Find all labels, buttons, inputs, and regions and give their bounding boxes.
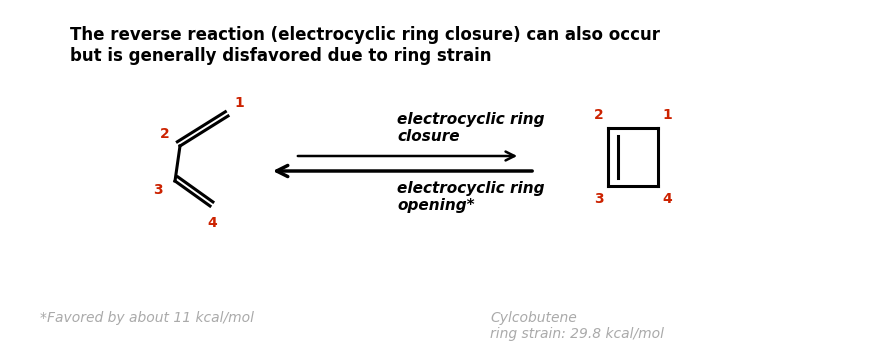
Text: 1: 1 xyxy=(234,96,244,110)
Text: 2: 2 xyxy=(595,108,604,122)
Text: 3: 3 xyxy=(595,192,604,206)
Text: electrocyclic ring
closure: electrocyclic ring closure xyxy=(398,111,545,144)
Text: 2: 2 xyxy=(160,127,170,141)
Text: *Favored by about 11 kcal/mol: *Favored by about 11 kcal/mol xyxy=(40,311,254,325)
Text: Cylcobutene
ring strain: 29.8 kcal/mol: Cylcobutene ring strain: 29.8 kcal/mol xyxy=(490,311,664,341)
Text: 4: 4 xyxy=(662,192,672,206)
Text: 3: 3 xyxy=(153,183,163,197)
Text: 4: 4 xyxy=(207,216,217,230)
Text: 1: 1 xyxy=(662,108,672,122)
Text: The reverse reaction (electrocyclic ring closure) can also occur
but is generall: The reverse reaction (electrocyclic ring… xyxy=(70,26,660,65)
Text: electrocyclic ring
opening*: electrocyclic ring opening* xyxy=(398,181,545,213)
